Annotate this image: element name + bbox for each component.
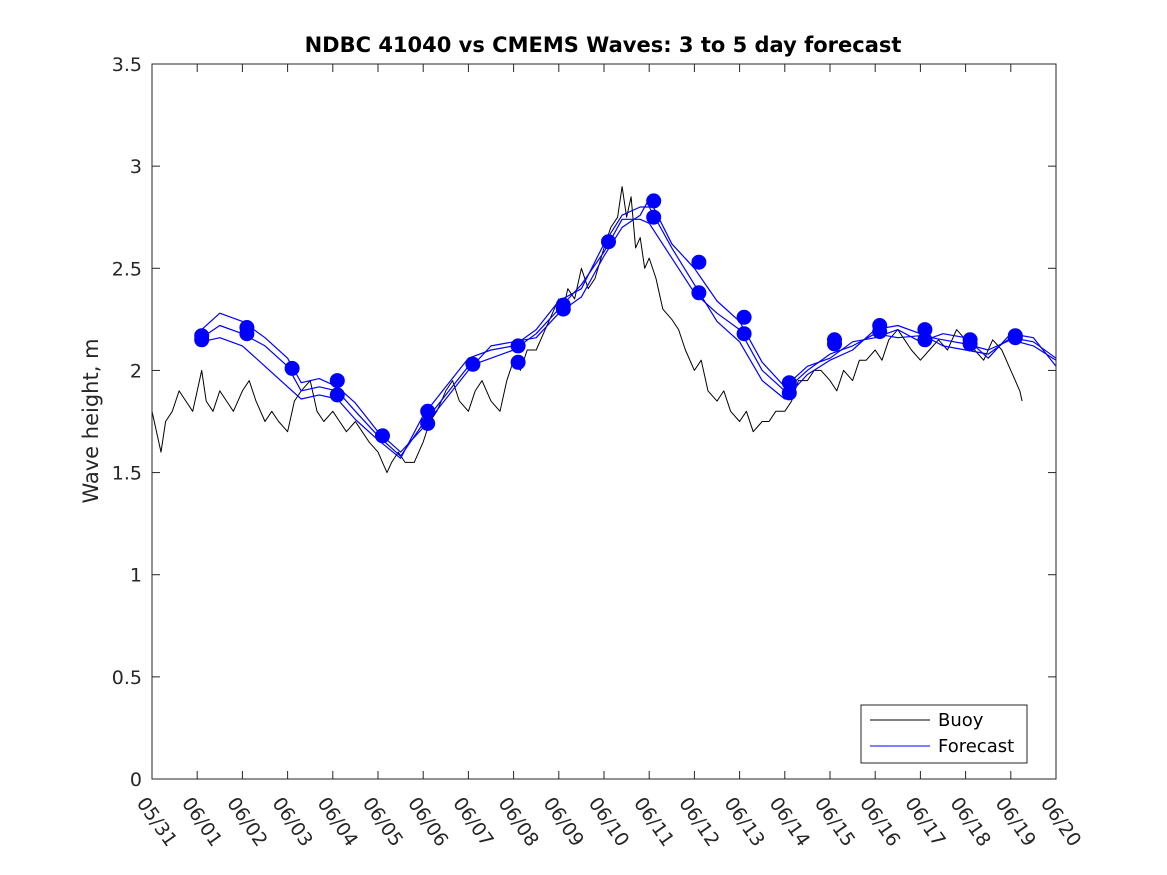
forecast-marker — [1007, 330, 1023, 346]
legend: Buoy Forecast — [860, 704, 1028, 764]
forecast-marker — [375, 428, 390, 444]
forecast-marker — [284, 360, 300, 376]
forecast-marker — [736, 326, 752, 342]
y-tick-label: 1.5 — [112, 463, 142, 485]
forecast-marker — [736, 309, 752, 325]
tick-layer — [151, 63, 1057, 780]
buoy-series-line — [151, 186, 1023, 474]
forecast-marker — [601, 234, 616, 250]
forecast-marker — [962, 336, 978, 352]
forecast-marker — [239, 326, 255, 342]
axes-background — [152, 64, 1056, 779]
y-tick-label: 1 — [130, 565, 142, 587]
forecast-marker — [691, 285, 707, 301]
forecast-marker — [510, 338, 526, 354]
forecast-marker — [646, 209, 662, 225]
plot-area — [151, 63, 1057, 780]
forecast-marker — [917, 332, 933, 348]
forecast-marker — [646, 193, 662, 209]
y-axis-label: Wave height, m — [79, 338, 103, 503]
forecast-marker — [555, 301, 571, 317]
forecast-marker — [691, 254, 707, 270]
forecast-series-line — [201, 218, 1057, 457]
forecast-marker — [872, 324, 888, 340]
forecast-marker — [329, 373, 345, 389]
y-tick-label: 3 — [130, 156, 142, 178]
y-tick-label: 0.5 — [112, 667, 142, 689]
y-tick-label: 0 — [130, 769, 142, 791]
forecast-marker — [781, 385, 797, 401]
marker-layer — [194, 193, 1023, 444]
forecast-marker — [194, 332, 210, 348]
forecast-marker — [329, 387, 345, 403]
chart-title: NDBC 41040 vs CMEMS Waves: 3 to 5 day fo… — [305, 33, 902, 57]
legend-label-forecast: Forecast — [938, 736, 1014, 757]
y-tick-label: 2.5 — [112, 258, 142, 280]
forecast-marker — [420, 416, 436, 431]
y-tick-label: 2 — [130, 360, 142, 382]
y-tick-labels: 0 0.5 1 1.5 2 2.5 3 3.5 — [112, 54, 142, 791]
forecast-marker — [510, 354, 526, 370]
legend-box — [860, 704, 1028, 764]
forecast-marker — [827, 336, 842, 352]
legend-label-buoy: Buoy — [938, 710, 984, 731]
forecast-marker — [465, 356, 481, 372]
y-tick-label: 3.5 — [112, 54, 142, 76]
